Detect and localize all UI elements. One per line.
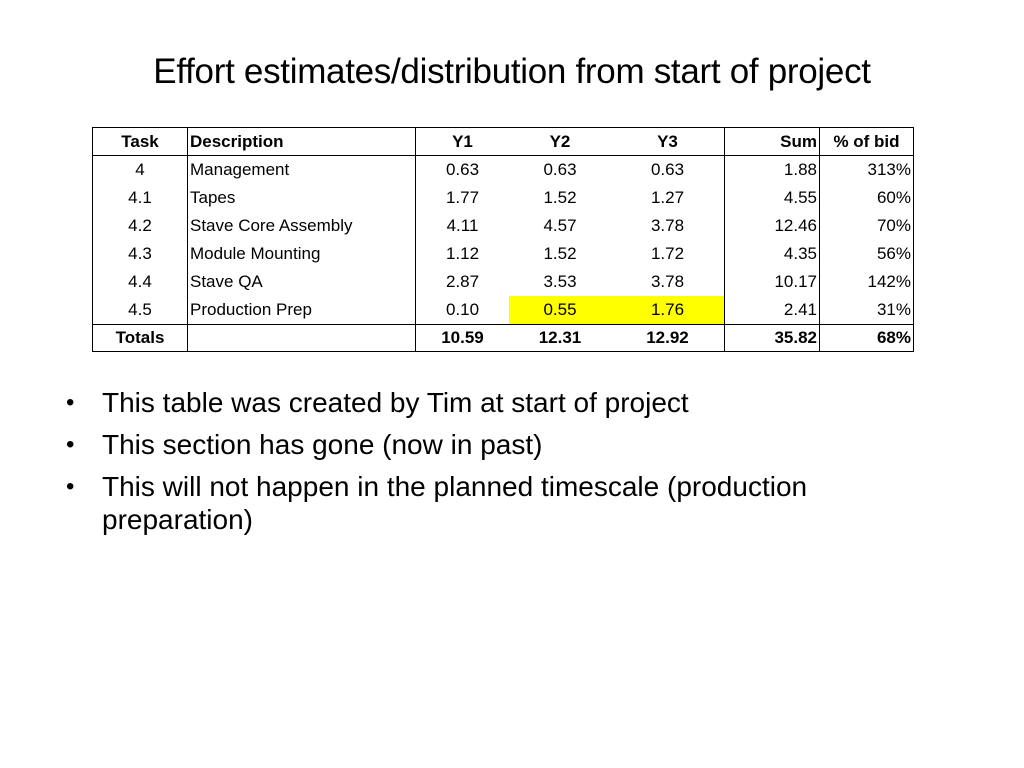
- header-task: Task: [92, 127, 188, 156]
- cell-y2: 0.63: [543, 160, 577, 179]
- table-row: 4.3 Module Mounting 1.12 1.52 1.72 4.35 …: [92, 240, 914, 268]
- bullet-list: • This table was created by Tim at start…: [60, 386, 960, 545]
- cell-description: Stave QA: [187, 268, 416, 296]
- table-header-row: Task Description Y1 Y2 Y3 Sum % of bid: [92, 127, 914, 156]
- bullet-text: This table was created by Tim at start o…: [102, 387, 689, 418]
- cell-y1: 4.11: [446, 216, 479, 235]
- cell-pct: 60%: [876, 188, 911, 207]
- bullet-text: This will not happen in the planned time…: [102, 471, 808, 535]
- cell-y2: 1.52: [543, 244, 577, 263]
- cell-y2: 1.52: [543, 188, 577, 207]
- totals-label: Totals: [92, 324, 188, 352]
- totals-sum: 35.82: [724, 324, 820, 352]
- totals-y3: 12.92: [611, 324, 725, 352]
- cell-description: Production Prep: [187, 296, 416, 325]
- bullet-item: • This section has gone (now in past): [60, 428, 960, 461]
- cell-task: 4.2: [92, 212, 188, 240]
- cell-task: 4.3: [92, 240, 188, 268]
- cell-pct: 56%: [876, 244, 911, 263]
- table-row: 4.4 Stave QA 2.87 3.53 3.78 10.17 142%: [92, 268, 914, 296]
- cell-y3: 0.63: [611, 155, 725, 184]
- cell-pct: 70%: [876, 216, 911, 235]
- cell-y3: 3.78: [611, 268, 725, 296]
- cell-pct: 313%: [867, 160, 911, 179]
- cell-sum: 4.55: [724, 184, 820, 212]
- bullet-item: • This will not happen in the planned ti…: [60, 470, 960, 536]
- totals-pct: 68%: [819, 324, 914, 352]
- cell-sum: 2.41: [724, 296, 820, 325]
- cell-sum: 4.35: [724, 240, 820, 268]
- cell-task: 4.1: [92, 184, 188, 212]
- cell-sum: 1.88: [724, 155, 820, 184]
- effort-table-container: Task Description Y1 Y2 Y3 Sum % of bid 4…: [92, 127, 914, 352]
- cell-description: Tapes: [187, 184, 416, 212]
- header-description: Description: [187, 127, 416, 156]
- cell-y1: 1.77: [445, 188, 480, 207]
- header-y3: Y3: [611, 127, 725, 156]
- cell-y2: 3.53: [543, 272, 577, 291]
- cell-description: Module Mounting: [187, 240, 416, 268]
- bullet-dot-icon: •: [66, 431, 75, 458]
- cell-y1: 0.10: [445, 300, 480, 319]
- cell-y2-highlighted: 0.55: [509, 296, 611, 325]
- table-row: 4 Management 0.63 0.63 0.63 1.88 313%: [92, 155, 914, 184]
- table-row: 4.1 Tapes 1.77 1.52 1.27 4.55 60%: [92, 184, 914, 212]
- slide-title: Effort estimates/distribution from start…: [153, 52, 871, 91]
- cell-y1: 0.63: [445, 160, 480, 179]
- bullet-dot-icon: •: [66, 473, 75, 500]
- cell-task: 4: [92, 155, 188, 184]
- cell-y3: 1.27: [611, 184, 725, 212]
- table-row: 4.5 Production Prep 0.10 0.55 1.76 2.41 …: [92, 296, 914, 325]
- header-sum: Sum: [724, 127, 820, 156]
- cell-y3: 3.78: [611, 212, 725, 240]
- cell-y2: 4.57: [543, 216, 577, 235]
- cell-sum: 12.46: [724, 212, 820, 240]
- totals-y1: 10.59: [415, 324, 509, 352]
- header-pct: % of bid: [819, 127, 914, 156]
- totals-row: Totals 10.59 12.31 12.92 35.82 68%: [92, 324, 914, 352]
- cell-y1: 2.87: [445, 272, 480, 291]
- table-row: 4.2 Stave Core Assembly 4.11 4.57 3.78 1…: [92, 212, 914, 240]
- cell-description: Management: [187, 155, 416, 184]
- cell-y3-highlighted: 1.76: [611, 296, 725, 325]
- cell-task: 4.5: [92, 296, 188, 325]
- header-y1: Y1: [415, 127, 509, 156]
- bullet-text: This section has gone (now in past): [102, 429, 543, 460]
- cell-task: 4.4: [92, 268, 188, 296]
- cell-description: Stave Core Assembly: [187, 212, 416, 240]
- bullet-item: • This table was created by Tim at start…: [60, 386, 960, 419]
- cell-pct: 31%: [876, 300, 911, 319]
- header-y2: Y2: [509, 127, 611, 156]
- effort-table: Task Description Y1 Y2 Y3 Sum % of bid 4…: [92, 127, 914, 352]
- bullet-dot-icon: •: [66, 389, 75, 416]
- cell-y3: 1.72: [611, 240, 725, 268]
- cell-pct: 142%: [867, 272, 911, 291]
- totals-y2: 12.31: [509, 324, 611, 352]
- cell-y1: 1.12: [445, 244, 480, 263]
- totals-description: [187, 324, 416, 352]
- cell-sum: 10.17: [724, 268, 820, 296]
